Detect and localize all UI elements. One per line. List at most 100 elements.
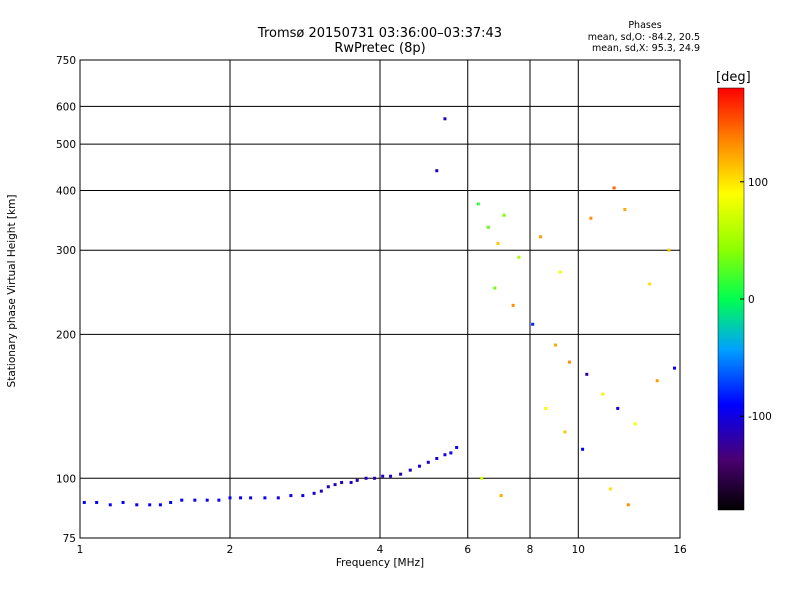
x-tick-label: 16 <box>673 544 687 556</box>
y-tick-label: 200 <box>56 329 76 341</box>
y-axis-label: Stationary phase Virtual Height [km] <box>6 194 18 388</box>
data-point <box>435 456 439 460</box>
data-point <box>399 472 403 476</box>
data-point <box>563 430 567 434</box>
data-point <box>655 379 659 383</box>
data-point <box>169 500 173 504</box>
data-points <box>82 117 677 507</box>
phase-box-title: Phases <box>628 20 662 31</box>
data-point <box>417 464 421 468</box>
data-point <box>381 474 385 478</box>
data-point <box>193 498 197 502</box>
data-point <box>121 500 125 504</box>
data-point <box>608 487 612 491</box>
data-point <box>476 202 480 206</box>
data-point <box>486 225 490 229</box>
data-point <box>601 392 605 396</box>
chart-title: Tromsø 20150731 03:36:00–03:37:43 <box>257 26 503 41</box>
data-point <box>135 503 139 507</box>
data-point <box>558 270 562 274</box>
grid-lines <box>80 60 680 538</box>
colorbar-tick-label: 100 <box>748 177 768 189</box>
data-point <box>544 406 548 410</box>
x-tick-label: 2 <box>227 544 234 556</box>
chart-subtitle: RwPretec (8p) <box>334 41 426 56</box>
phase-box-x: mean, sd,X: 95.3, 24.9 <box>591 43 700 54</box>
y-tick-label: 750 <box>56 55 76 67</box>
data-point <box>276 496 280 500</box>
colorbar-ticks: 100 0 -100 <box>740 177 772 423</box>
data-point <box>228 496 232 500</box>
data-point <box>249 496 253 500</box>
data-point <box>553 343 557 347</box>
data-point <box>585 372 589 376</box>
x-tick-label: 8 <box>527 544 534 556</box>
data-point <box>531 322 535 326</box>
data-point <box>673 366 677 370</box>
data-point <box>567 360 571 364</box>
data-point <box>496 241 500 245</box>
colorbar-tick-label: -100 <box>748 411 772 423</box>
data-point <box>217 498 221 502</box>
data-point <box>539 235 543 239</box>
data-point <box>449 451 453 455</box>
data-point <box>239 496 243 500</box>
data-point <box>340 480 344 484</box>
axis-ticks: 1 2 4 6 8 10 16 75 100 200 300 400 500 600 750 <box>56 55 687 556</box>
data-point <box>443 117 447 121</box>
data-point <box>373 476 377 480</box>
x-tick-label: 1 <box>77 544 84 556</box>
data-point <box>148 503 152 507</box>
colorbar-tick-label: 0 <box>748 294 755 306</box>
data-point <box>499 494 503 498</box>
data-point <box>623 208 627 212</box>
data-point <box>517 255 521 259</box>
data-point <box>95 500 99 504</box>
plot-frame <box>79 59 681 539</box>
data-point <box>326 485 330 489</box>
data-point <box>289 494 293 498</box>
x-axis-label: Frequency [MHz] <box>335 557 425 569</box>
data-point <box>589 216 593 220</box>
colorbar <box>717 87 745 511</box>
data-point <box>108 503 112 507</box>
data-point <box>180 498 184 502</box>
data-point <box>616 406 620 410</box>
data-point <box>502 213 506 217</box>
data-point <box>158 503 162 507</box>
data-point <box>355 478 359 482</box>
data-point <box>581 447 585 451</box>
y-axis-label-wrap: Stationary phase Virtual Height [km] <box>2 145 18 445</box>
y-tick-label: 100 <box>56 473 76 485</box>
data-point <box>435 169 439 173</box>
data-point <box>511 303 515 307</box>
y-tick-label: 600 <box>56 101 76 113</box>
data-point <box>493 286 497 290</box>
data-point <box>648 282 652 286</box>
y-tick-label: 400 <box>56 185 76 197</box>
data-point <box>626 503 630 507</box>
data-point <box>389 474 393 478</box>
data-point <box>443 453 447 457</box>
data-point <box>612 186 616 190</box>
data-point <box>426 460 430 464</box>
y-tick-label: 300 <box>56 245 76 257</box>
data-point <box>408 468 412 472</box>
y-tick-label: 75 <box>63 533 76 545</box>
data-point <box>633 422 637 426</box>
data-point <box>667 248 671 252</box>
x-tick-label: 4 <box>377 544 384 556</box>
y-tick-label: 500 <box>56 139 76 151</box>
data-point <box>312 491 316 495</box>
data-point <box>82 500 86 504</box>
colorbar-label: [deg] <box>716 70 751 85</box>
data-point <box>301 494 305 498</box>
data-point <box>349 480 353 484</box>
x-tick-label: 6 <box>464 544 471 556</box>
data-point <box>364 476 368 480</box>
x-tick-label: 10 <box>572 544 585 556</box>
data-point <box>263 496 267 500</box>
data-point <box>319 489 323 493</box>
data-point <box>480 476 484 480</box>
